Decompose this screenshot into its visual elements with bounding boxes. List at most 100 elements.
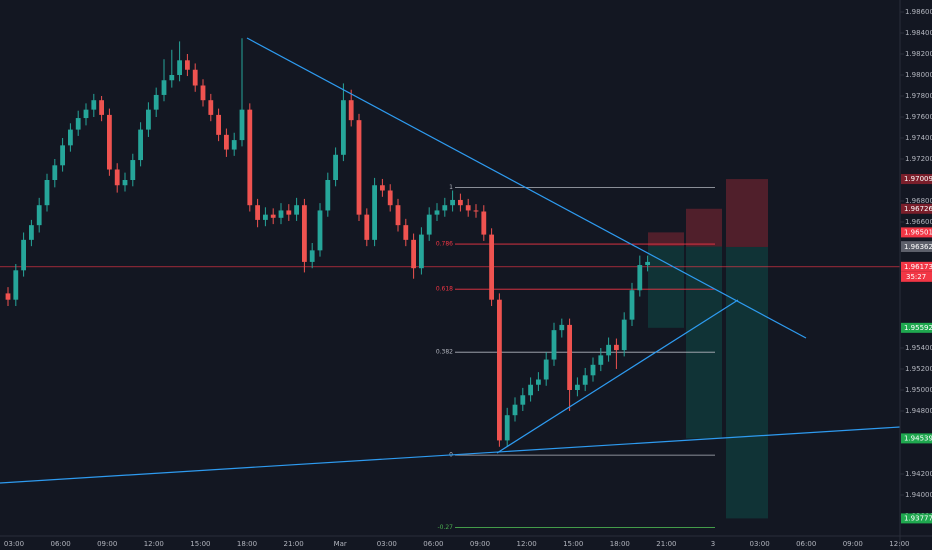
candle-body (419, 234, 424, 269)
candle-body (192, 69, 198, 86)
candle-body (114, 169, 120, 186)
price-tag (901, 261, 932, 272)
x-tick-label: 09:00 (470, 540, 490, 548)
candle-body (567, 324, 572, 390)
candle-body (13, 270, 19, 300)
candle-body (107, 114, 112, 170)
x-tick-label: 15:00 (190, 540, 210, 548)
y-tick-label: 1.98000 (905, 71, 932, 79)
price-tag-label: 1.94539 (904, 434, 932, 442)
y-tick-label: 1.95200 (905, 365, 932, 373)
trend-line (246, 37, 807, 339)
target-zone (726, 246, 768, 519)
price-axis: 1.98600 1.98400 1.98200 1.98000 1.97800 1.976… (900, 8, 932, 524)
candle-body (614, 344, 619, 351)
candle-body (497, 299, 502, 441)
candle-body (411, 239, 416, 269)
price-tag (901, 174, 932, 185)
candle-body (606, 344, 611, 356)
fib-label: 0.618 (436, 286, 453, 293)
y-tick-label: 1.94000 (905, 491, 932, 499)
x-tick-label: 06:00 (423, 540, 443, 548)
price-tag (901, 322, 932, 333)
candle-body (637, 265, 643, 291)
price-tag-label: 1.96362 (904, 243, 932, 251)
candle-body (36, 205, 42, 226)
candle-body (231, 140, 237, 150)
y-tick-label: 1.98600 (905, 8, 932, 16)
candle-body (208, 100, 214, 115)
candle-body (185, 60, 190, 70)
y-tick-label: 1.97400 (905, 134, 932, 142)
candle-body (473, 210, 479, 212)
candle-body (450, 199, 455, 206)
candle-body (536, 379, 541, 385)
candle-body (200, 85, 206, 101)
candle-body (130, 160, 136, 180)
y-tick-label: 1.98400 (905, 29, 932, 37)
candle-body (146, 109, 151, 130)
stop-zone (686, 208, 722, 247)
y-tick-label: 1.95000 (905, 386, 932, 394)
candle-body (68, 129, 73, 146)
stop-zone (648, 232, 684, 247)
candle-body (325, 180, 331, 211)
trend-line (496, 299, 739, 454)
x-tick-label: 18:00 (610, 540, 630, 548)
candle-body (629, 290, 635, 320)
fib-label: 1 (449, 184, 453, 191)
candle-body (177, 60, 182, 75)
x-tick-label: 12:00 (144, 540, 164, 548)
x-tick-label: 12:00 (517, 540, 537, 548)
price-tag (901, 227, 932, 238)
price-tag (901, 203, 932, 214)
x-tick-label: 06:00 (51, 540, 71, 548)
candle-body (122, 180, 128, 186)
price-tag-label: 1.96726 (904, 205, 932, 213)
candle-body (582, 375, 588, 385)
target-zone (686, 246, 722, 439)
candle-body (5, 293, 11, 300)
y-tick-label: 1.94800 (905, 407, 932, 415)
candle-body (590, 364, 596, 376)
target-zone (648, 246, 684, 328)
candle-body (621, 319, 627, 351)
y-tick-label: 1.96600 (905, 218, 932, 226)
fib-label: 0.382 (436, 349, 453, 356)
candle-body (91, 100, 97, 110)
x-tick-label: 12:00 (889, 540, 909, 548)
price-tag-label: 1.96501 (904, 228, 932, 236)
candle-body (247, 109, 253, 206)
fib-label: 0.786 (436, 241, 453, 248)
stop-zone (726, 179, 768, 247)
x-tick-label: 21:00 (284, 540, 304, 548)
candle-body (356, 120, 362, 215)
candle-body (598, 355, 604, 365)
candle-body (372, 185, 377, 240)
candle-body (341, 100, 346, 155)
y-tick-label: 1.97600 (905, 113, 932, 121)
candle-body (302, 205, 307, 262)
candle-body (99, 100, 104, 115)
candle-body (559, 324, 565, 331)
candle-body (551, 330, 557, 360)
candle-body (75, 118, 81, 130)
x-tick-label: 18:00 (237, 540, 257, 548)
y-tick-label: 1.94200 (905, 470, 932, 478)
countdown: 35:27 (906, 273, 926, 281)
candle-body (442, 205, 448, 211)
x-tick-label: 03:00 (377, 540, 397, 548)
candle-body (263, 214, 268, 220)
candle-body (489, 234, 494, 300)
x-tick-label: 09:00 (97, 540, 117, 548)
fib-label: -0.27 (437, 524, 453, 531)
candle-body (512, 404, 518, 416)
price-tag (901, 433, 932, 444)
candle-body (21, 239, 26, 271)
price-tag (901, 241, 932, 252)
candle-body (270, 214, 276, 218)
candle-body (403, 225, 409, 240)
countdown-tag (901, 271, 932, 282)
